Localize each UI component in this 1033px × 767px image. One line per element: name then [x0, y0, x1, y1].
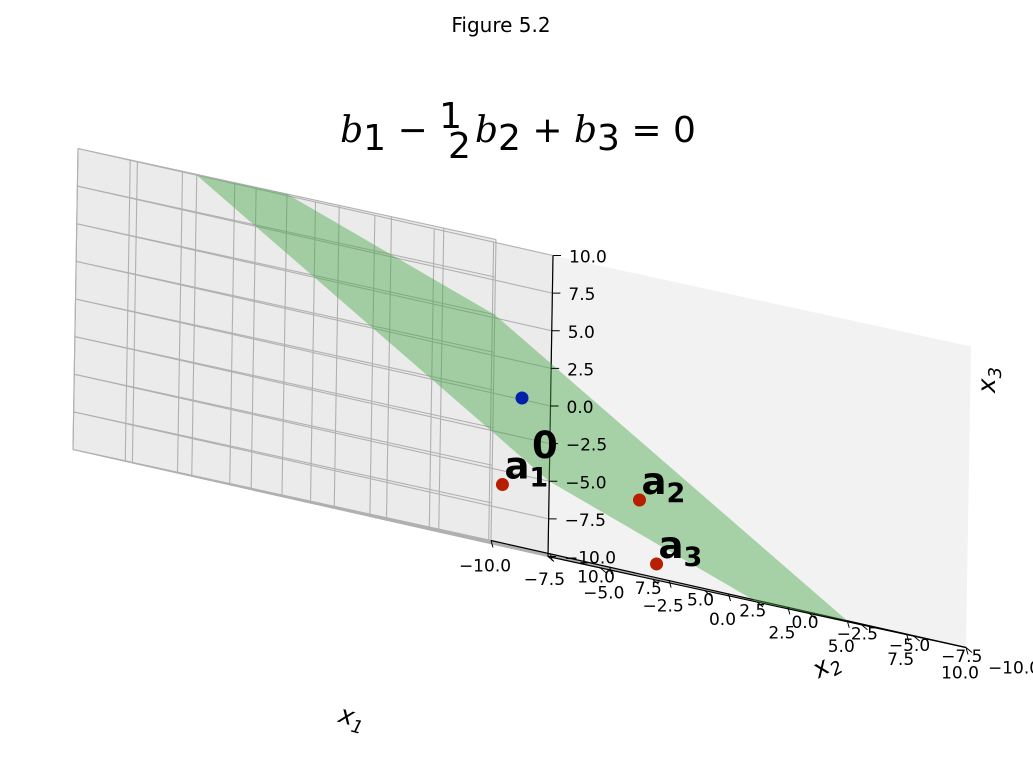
x-tick-mark-6: [846, 620, 850, 628]
grid-left-y-5: [229, 182, 236, 484]
grid-back-z-5: [76, 260, 552, 369]
y-tick-label-0: −10.0: [988, 659, 1033, 679]
right-pane-yz: [548, 255, 971, 648]
z-tick-label-8: 10.0: [569, 248, 607, 268]
y-tick-mark-6: [652, 578, 659, 585]
x-tick-label-2: −5.0: [583, 583, 624, 603]
grid-left-z-8: [77, 147, 497, 241]
tick-labels: −10.0−10.0−10.0−7.5−7.5−7.5−5.0−5.0−5.0−…: [459, 248, 1033, 684]
grid-left-z-7: [77, 185, 496, 278]
y-tick-mark-8: [547, 556, 555, 562]
y-tick-mark-5: [704, 590, 712, 597]
grid-back-z-8: [77, 147, 554, 257]
x-axis-label: x1: [334, 699, 369, 739]
grid-lines: [72, 147, 967, 649]
x-tick-label-8: 10.0: [941, 664, 979, 684]
point-label-a2: a2: [642, 460, 686, 509]
y-tick-mark-0: [965, 647, 973, 653]
grid-left-z-5: [76, 260, 495, 353]
y-tick-label-5: 2.5: [739, 602, 766, 622]
x-tick-mark-4: [728, 593, 731, 602]
y-tick-label-3: −2.5: [837, 624, 878, 644]
z-tick-label-1: −7.5: [565, 511, 606, 531]
chart-title: b1 − 1 2 b2 + b3 = 0: [340, 96, 696, 167]
point-a1: [495, 478, 509, 492]
y-tick-label-8: 10.0: [577, 568, 615, 588]
x-tick-mark-3: [668, 580, 672, 588]
point-label-origin: 0: [532, 424, 558, 467]
y-tick-mark-2: [861, 624, 868, 631]
z-tick-label-5: 2.5: [567, 360, 594, 380]
y-tick-mark-4: [756, 601, 764, 608]
point-label-a1: a1: [504, 445, 548, 494]
y-tick-label-7: 7.5: [635, 579, 662, 599]
grid-left-z-4: [75, 298, 494, 391]
z-axis-label: x3: [972, 367, 1006, 394]
x-tick-label-5: 2.5: [768, 623, 795, 643]
y-tick-mark-3: [808, 612, 816, 619]
point-origin: [515, 391, 529, 405]
x-tick-label-4: 0.0: [709, 610, 736, 630]
x-tick-label-1: −7.5: [524, 570, 565, 590]
x-tick-mark-2: [609, 567, 613, 575]
x-tick-label-0: −10.0: [459, 557, 511, 577]
grid-back-z-4: [75, 298, 551, 407]
point-label-a3: a3: [659, 524, 703, 573]
grid-left-y-7: [124, 159, 131, 461]
y-tick-label-6: 5.0: [687, 590, 714, 610]
x-tick-label-3: −2.5: [642, 597, 683, 617]
y-tick-mark-7: [599, 567, 607, 574]
point-a2: [633, 493, 646, 507]
grid-back-x-7: [488, 242, 495, 544]
x-tick-label-7: 7.5: [887, 650, 914, 670]
grid-left-y-8: [72, 148, 79, 450]
z-tick-label-6: 5.0: [568, 323, 595, 343]
y-tick-label-1: −7.5: [941, 647, 982, 667]
data-points: a1 a2 a3 0: [495, 391, 703, 573]
grid-back-x-6: [428, 228, 435, 530]
z-tick-label-2: −5.0: [565, 473, 606, 493]
x-tick-mark-8: [965, 647, 969, 655]
x-tick-mark-7: [906, 633, 910, 642]
grid-floor-y-8: [72, 448, 549, 558]
y-tick-label-2: −5.0: [889, 636, 930, 656]
z-tick-label-7: 7.5: [568, 285, 595, 305]
point-a3: [650, 557, 664, 571]
grid-back-z-6: [76, 223, 552, 332]
z-tick-label-3: −2.5: [566, 436, 607, 456]
grid-back-z-7: [77, 185, 553, 294]
grid-left-z-6: [76, 223, 495, 316]
x-tick-label-6: 5.0: [828, 637, 855, 657]
grid-left-y-6: [176, 171, 184, 473]
x-tick-mark-5: [787, 607, 791, 615]
figure-title: Figure 5.2: [451, 13, 550, 37]
y-tick-label-4: 0.0: [791, 613, 818, 633]
y-tick-mark-1: [913, 635, 921, 642]
z-tick-label-4: 0.0: [567, 398, 594, 418]
x-tick-mark-0: [490, 540, 494, 548]
z-tick-label-0: −10.0: [564, 549, 616, 569]
grid-back-x-5: [369, 215, 376, 517]
